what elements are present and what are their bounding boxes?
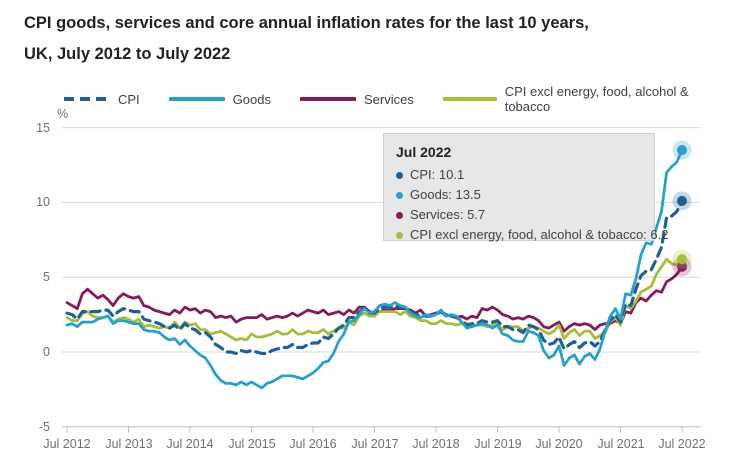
legend-label-goods: Goods	[232, 91, 271, 107]
chart-title-line1: CPI goods, services and core annual infl…	[24, 14, 589, 32]
legend-item-goods[interactable]: Goods	[168, 91, 271, 107]
x-axis-label: Jul 2014	[166, 437, 214, 451]
legend-item-cpi[interactable]: CPI	[64, 92, 140, 107]
x-axis-label: Jul 2018	[412, 437, 460, 451]
y-axis-label: -5	[38, 420, 50, 434]
legend-label-cpi: CPI	[118, 91, 140, 107]
chart-title: CPI goods, services and core annual infl…	[24, 8, 589, 70]
x-axis-label: Jul 2016	[289, 437, 337, 451]
x-axis-label: Jul 2017	[351, 437, 399, 451]
services-line-swatch	[299, 97, 356, 101]
y-axis-label: 5	[43, 270, 50, 284]
end-marker-dot[interactable]	[677, 145, 687, 156]
legend-item-core[interactable]: CPI excl energy, food, alcohol & tobacco	[442, 84, 729, 114]
cpi-dashed-line-swatch	[64, 97, 110, 101]
tooltip-row-services: Services: 5.7	[396, 205, 642, 225]
x-axis-label: Jul 2015	[228, 437, 276, 451]
cpi-bullet-icon	[396, 171, 403, 179]
legend-label-core: CPI excl energy, food, alcohol & tobacco	[504, 84, 689, 114]
x-axis-label: Jul 2020	[535, 437, 583, 451]
x-axis-label: Jul 2013	[105, 437, 153, 451]
y-axis-label: 0	[43, 345, 50, 359]
series-line-0[interactable]	[65, 199, 684, 356]
tooltip-row-goods: Goods: 13.5	[396, 185, 642, 205]
y-axis-unit-label: %	[57, 107, 69, 121]
tooltip-date-header: Jul 2022	[396, 144, 452, 160]
goods-line-swatch	[168, 97, 225, 101]
x-axis-label: Jul 2019	[474, 437, 522, 451]
y-axis-label: 10	[36, 195, 50, 209]
chart-title-line2: UK, July 2012 to July 2022	[24, 45, 231, 63]
end-marker-dot[interactable]	[677, 261, 687, 272]
services-bullet-icon	[396, 211, 403, 219]
hover-tooltip: Jul 2022 CPI: 10.1 Goods: 13.5 Services:…	[383, 133, 668, 242]
goods-bullet-icon	[396, 191, 403, 199]
y-axis-label: 15	[36, 121, 50, 135]
tooltip-row-cpi: CPI: 10.1	[396, 165, 642, 185]
core-line-swatch	[442, 97, 497, 101]
x-axis-label: Jul 2021	[597, 437, 645, 451]
tooltip-row-core: CPI excl energy, food, alcohol & tobacco…	[396, 225, 668, 245]
legend: CPI Goods Services CPI excl energy, food…	[64, 84, 729, 114]
series-line-3[interactable]	[65, 257, 684, 342]
legend-label-services: Services	[363, 91, 414, 107]
core-bullet-icon	[396, 231, 403, 239]
x-axis-label: Jul 2022	[658, 437, 706, 451]
series-line-2[interactable]	[65, 265, 684, 333]
end-marker-dot[interactable]	[677, 254, 687, 265]
legend-item-services[interactable]: Services	[299, 91, 414, 107]
series-line-1[interactable]	[65, 148, 684, 390]
x-axis-label: Jul 2012	[43, 437, 91, 451]
end-marker-dot[interactable]	[677, 195, 687, 206]
